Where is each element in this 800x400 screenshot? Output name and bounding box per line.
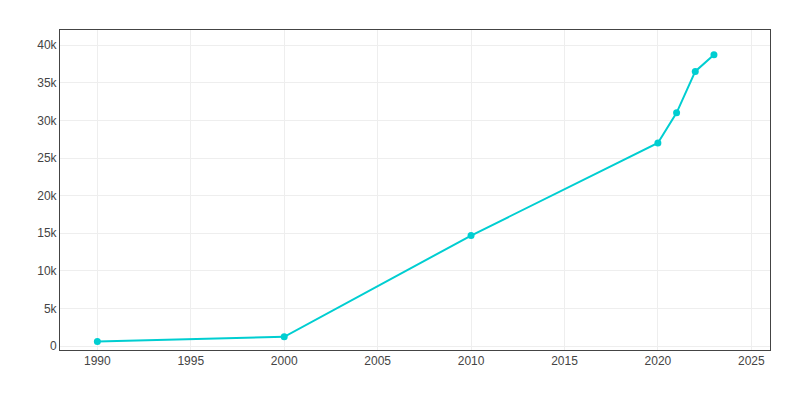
svg-text:25k: 25k (37, 151, 57, 165)
svg-text:40k: 40k (37, 38, 57, 52)
svg-text:1995: 1995 (177, 354, 204, 368)
svg-text:10k: 10k (37, 264, 57, 278)
svg-text:1990: 1990 (84, 354, 111, 368)
svg-text:2025: 2025 (738, 354, 765, 368)
svg-text:0: 0 (50, 339, 57, 353)
svg-text:2015: 2015 (551, 354, 578, 368)
svg-text:2010: 2010 (458, 354, 485, 368)
svg-text:30k: 30k (37, 114, 57, 128)
svg-text:15k: 15k (37, 226, 57, 240)
svg-text:2020: 2020 (645, 354, 672, 368)
svg-text:2005: 2005 (364, 354, 391, 368)
svg-text:20k: 20k (37, 189, 57, 203)
svg-text:5k: 5k (44, 302, 58, 316)
svg-text:2000: 2000 (271, 354, 298, 368)
svg-text:35k: 35k (37, 76, 57, 90)
